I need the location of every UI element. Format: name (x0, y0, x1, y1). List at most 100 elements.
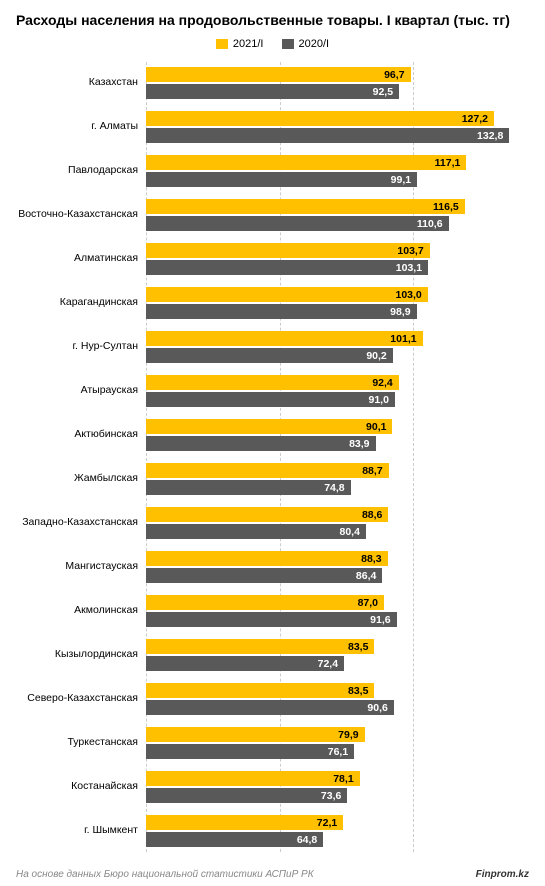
bar-2020: 110,6 (146, 216, 449, 231)
category-label: Кызылординская (16, 649, 146, 661)
chart-row: Павлодарская117,199,1 (16, 150, 529, 192)
bar-value-2020: 80,4 (340, 526, 360, 538)
bar-group: 96,7 92,5 (146, 65, 529, 101)
bar-2020: 92,5 (146, 84, 399, 99)
bar-2021: 87,0 (146, 595, 384, 610)
bar-group: 116,5110,6 (146, 197, 529, 233)
bar-group: 92,4 91,0 (146, 373, 529, 409)
legend-label-2020: 2020/I (299, 38, 330, 50)
chart-row: Акмолинская87,091,6 (16, 590, 529, 632)
legend-swatch-2021 (216, 39, 228, 49)
chart-row: Жамбылская88,774,8 (16, 458, 529, 500)
bar-group: 90,1 83,9 (146, 417, 529, 453)
category-label: Атырауская (16, 385, 146, 397)
category-label: Карагандинская (16, 297, 146, 309)
footer: На основе данных Бюро национальной стати… (16, 869, 529, 880)
category-label: Актюбинская (16, 429, 146, 441)
chart-row: г. Нур-Султан101,190,2 (16, 326, 529, 368)
chart-row: Атырауская 92,4 91,0 (16, 370, 529, 412)
bar-value-2021: 88,7 (362, 465, 382, 477)
chart-rows: Казахстан96,792,5г. Алматы127,2132,8Павл… (16, 62, 529, 852)
bar-group: 117,1 99,1 (146, 153, 529, 189)
bar-2021: 90,1 (146, 419, 392, 434)
bar-2021: 127,2 (146, 111, 494, 126)
bar-2020: 83,9 (146, 436, 376, 451)
chart-row: Алматинская 103,7 103,1 (16, 238, 529, 280)
bar-value-2020: 64,8 (297, 834, 317, 846)
bar-value-2020: 110,6 (417, 218, 443, 230)
bar-value-2020: 92,5 (373, 86, 393, 98)
bar-value-2021: 87,0 (358, 597, 378, 609)
chart-row: Северо-Казахстанская83,5 90,6 (16, 678, 529, 720)
bar-value-2021: 78,1 (333, 773, 353, 785)
bar-group: 127,2 132,8 (146, 109, 529, 145)
chart-row: Туркестанская 79,9 76,1 (16, 722, 529, 764)
bar-2020: 64,8 (146, 832, 323, 847)
bar-value-2020: 98,9 (390, 306, 410, 318)
bar-value-2020: 86,4 (356, 570, 376, 582)
bar-value-2021: 88,3 (361, 553, 381, 565)
chart-row: Костанайская78,173,6 (16, 766, 529, 808)
bar-2020: 91,0 (146, 392, 395, 407)
bar-group: 103,0 98,9 (146, 285, 529, 321)
category-label: Мангистауская (16, 561, 146, 573)
bar-2021: 78,1 (146, 771, 360, 786)
bar-value-2021: 83,5 (348, 641, 368, 653)
category-label: Алматинская (16, 253, 146, 265)
bar-2021: 88,3 (146, 551, 388, 566)
bar-value-2020: 132,8 (477, 130, 503, 142)
bar-2020: 73,6 (146, 788, 347, 803)
bar-group: 103,7 103,1 (146, 241, 529, 277)
bar-2021: 103,7 (146, 243, 430, 258)
category-label: Туркестанская (16, 737, 146, 749)
bar-value-2021: 72,1 (317, 817, 337, 829)
bar-value-2020: 76,1 (328, 746, 348, 758)
bar-2021: 101,1 (146, 331, 423, 346)
bar-2021: 83,5 (146, 683, 374, 698)
legend-item-2021: 2021/I (216, 38, 264, 50)
chart-row: Кызылординская83,572,4 (16, 634, 529, 676)
bar-value-2021: 103,7 (397, 245, 423, 257)
bar-value-2020: 103,1 (396, 262, 422, 274)
bar-group: 83,572,4 (146, 637, 529, 673)
chart-row: г. Алматы 127,2 132,8 (16, 106, 529, 148)
bar-2020: 76,1 (146, 744, 354, 759)
bar-value-2020: 90,6 (367, 702, 387, 714)
category-label: Жамбылская (16, 473, 146, 485)
bar-value-2021: 90,1 (366, 421, 386, 433)
legend-label-2021: 2021/I (233, 38, 264, 50)
bar-value-2020: 73,6 (321, 790, 341, 802)
chart-row: Восточно-Казахстанская116,5110,6 (16, 194, 529, 236)
bar-group: 88,680,4 (146, 505, 529, 541)
bar-group: 88,3 86,4 (146, 549, 529, 585)
bar-2021: 117,1 (146, 155, 466, 170)
bar-2021: 103,0 (146, 287, 428, 302)
bar-2020: 90,2 (146, 348, 393, 363)
chart-row: Мангистауская 88,3 86,4 (16, 546, 529, 588)
chart-row: Карагандинская 103,0 98,9 (16, 282, 529, 324)
bar-value-2020: 90,2 (366, 350, 386, 362)
bar-2020: 99,1 (146, 172, 417, 187)
category-label: г. Алматы (16, 121, 146, 133)
bar-2021: 96,7 (146, 67, 411, 82)
bar-chart: Казахстан96,792,5г. Алматы127,2132,8Павл… (16, 62, 529, 852)
bar-group: 79,9 76,1 (146, 725, 529, 761)
bar-group: 72,164,8 (146, 813, 529, 849)
source-text: На основе данных Бюро национальной стати… (16, 869, 314, 880)
bar-value-2021: 88,6 (362, 509, 382, 521)
bar-value-2021: 103,0 (395, 289, 421, 301)
bar-value-2021: 127,2 (462, 113, 488, 125)
category-label: Западно-Казахстанская (16, 517, 146, 529)
bar-value-2020: 83,9 (349, 438, 369, 450)
legend-swatch-2020 (282, 39, 294, 49)
bar-group: 83,5 90,6 (146, 681, 529, 717)
bar-2020: 90,6 (146, 700, 394, 715)
bar-value-2021: 96,7 (384, 69, 404, 81)
bar-value-2021: 79,9 (338, 729, 358, 741)
bar-2020: 80,4 (146, 524, 366, 539)
category-label: Северо-Казахстанская (16, 693, 146, 705)
bar-value-2021: 92,4 (372, 377, 392, 389)
category-label: Казахстан (16, 77, 146, 89)
chart-row: г. Шымкент72,164,8 (16, 810, 529, 852)
bar-group: 87,091,6 (146, 593, 529, 629)
